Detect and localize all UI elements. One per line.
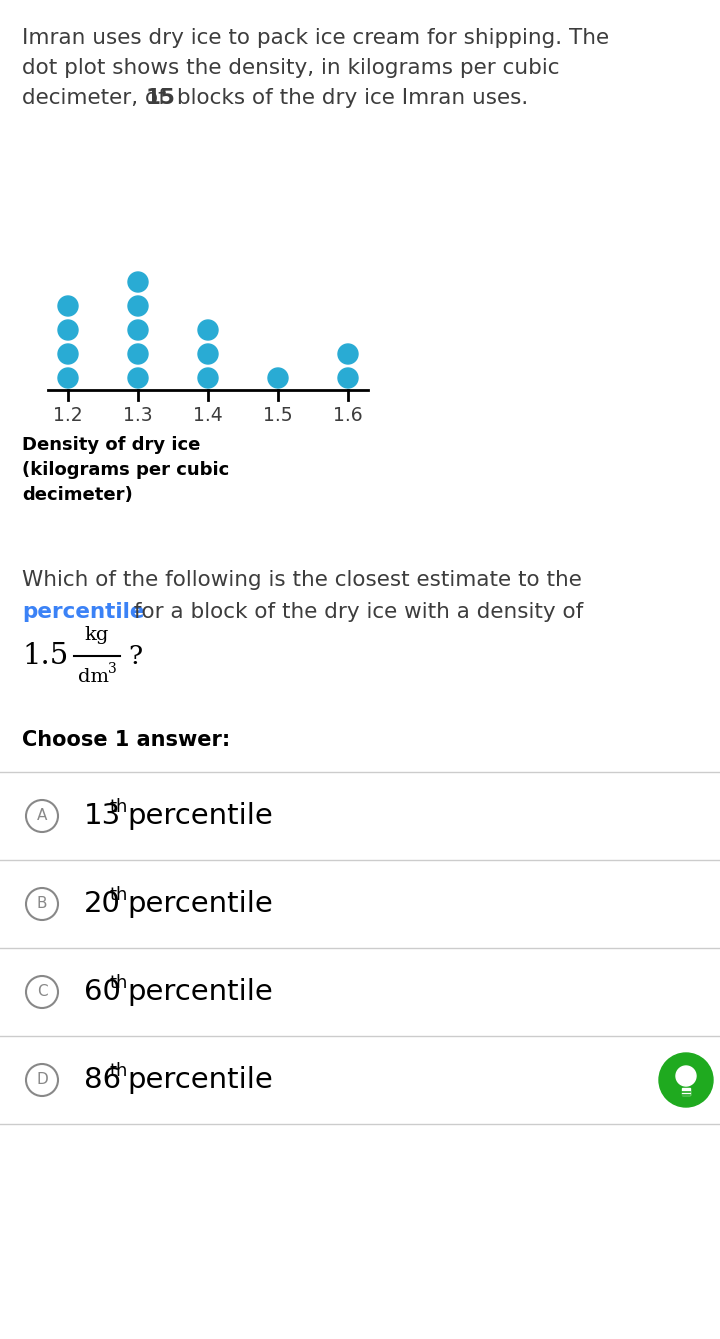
Text: 1.5: 1.5 <box>22 641 68 670</box>
Text: B: B <box>37 897 48 912</box>
Circle shape <box>58 368 78 388</box>
Text: th: th <box>109 886 127 904</box>
Text: Which of the following is the closest estimate to the: Which of the following is the closest es… <box>22 570 582 590</box>
Circle shape <box>198 344 218 364</box>
Text: 1.4: 1.4 <box>193 406 223 424</box>
Circle shape <box>268 368 288 388</box>
Circle shape <box>26 799 58 832</box>
Circle shape <box>198 320 218 340</box>
Circle shape <box>128 344 148 364</box>
Circle shape <box>128 272 148 292</box>
Circle shape <box>58 320 78 340</box>
Circle shape <box>26 888 58 920</box>
Circle shape <box>128 320 148 340</box>
Text: 13: 13 <box>84 802 121 830</box>
Text: percentile: percentile <box>127 890 273 919</box>
Circle shape <box>198 368 218 388</box>
Text: 86: 86 <box>84 1066 121 1094</box>
Text: 3: 3 <box>108 661 117 676</box>
Text: 1.3: 1.3 <box>123 406 153 424</box>
Circle shape <box>58 344 78 364</box>
Circle shape <box>338 344 358 364</box>
Text: C: C <box>37 984 48 999</box>
Text: dm: dm <box>78 668 109 686</box>
Text: dot plot shows the density, in kilograms per cubic: dot plot shows the density, in kilograms… <box>22 58 559 78</box>
Text: D: D <box>36 1073 48 1087</box>
Text: for a block of the dry ice with a density of: for a block of the dry ice with a densit… <box>127 603 583 623</box>
Text: th: th <box>109 973 127 992</box>
Text: percentile: percentile <box>127 977 273 1006</box>
Text: 1.2: 1.2 <box>53 406 83 424</box>
Circle shape <box>26 976 58 1008</box>
Text: 1.6: 1.6 <box>333 406 363 424</box>
Circle shape <box>128 296 148 316</box>
Text: 1.5: 1.5 <box>264 406 293 424</box>
Text: Choose 1 answer:: Choose 1 answer: <box>22 730 230 750</box>
Text: A: A <box>37 809 48 823</box>
Circle shape <box>676 1066 696 1086</box>
Text: percentile: percentile <box>127 1066 273 1094</box>
Text: th: th <box>109 798 127 815</box>
Text: ?: ? <box>128 644 142 668</box>
Circle shape <box>26 1065 58 1097</box>
Text: percentile: percentile <box>22 603 145 623</box>
Text: 20: 20 <box>84 890 121 919</box>
Text: Density of dry ice
(kilograms per cubic
decimeter): Density of dry ice (kilograms per cubic … <box>22 437 229 503</box>
Text: blocks of the dry ice Imran uses.: blocks of the dry ice Imran uses. <box>170 88 528 108</box>
Text: percentile: percentile <box>127 802 273 830</box>
Circle shape <box>338 368 358 388</box>
Text: th: th <box>109 1062 127 1081</box>
Text: decimeter, of: decimeter, of <box>22 88 173 108</box>
Circle shape <box>659 1052 713 1107</box>
Text: Imran uses dry ice to pack ice cream for shipping. The: Imran uses dry ice to pack ice cream for… <box>22 28 609 48</box>
Bar <box>682 1089 690 1095</box>
Circle shape <box>128 368 148 388</box>
Text: kg: kg <box>85 627 109 644</box>
Text: 60: 60 <box>84 977 121 1006</box>
Text: 15: 15 <box>146 88 176 108</box>
Circle shape <box>58 296 78 316</box>
